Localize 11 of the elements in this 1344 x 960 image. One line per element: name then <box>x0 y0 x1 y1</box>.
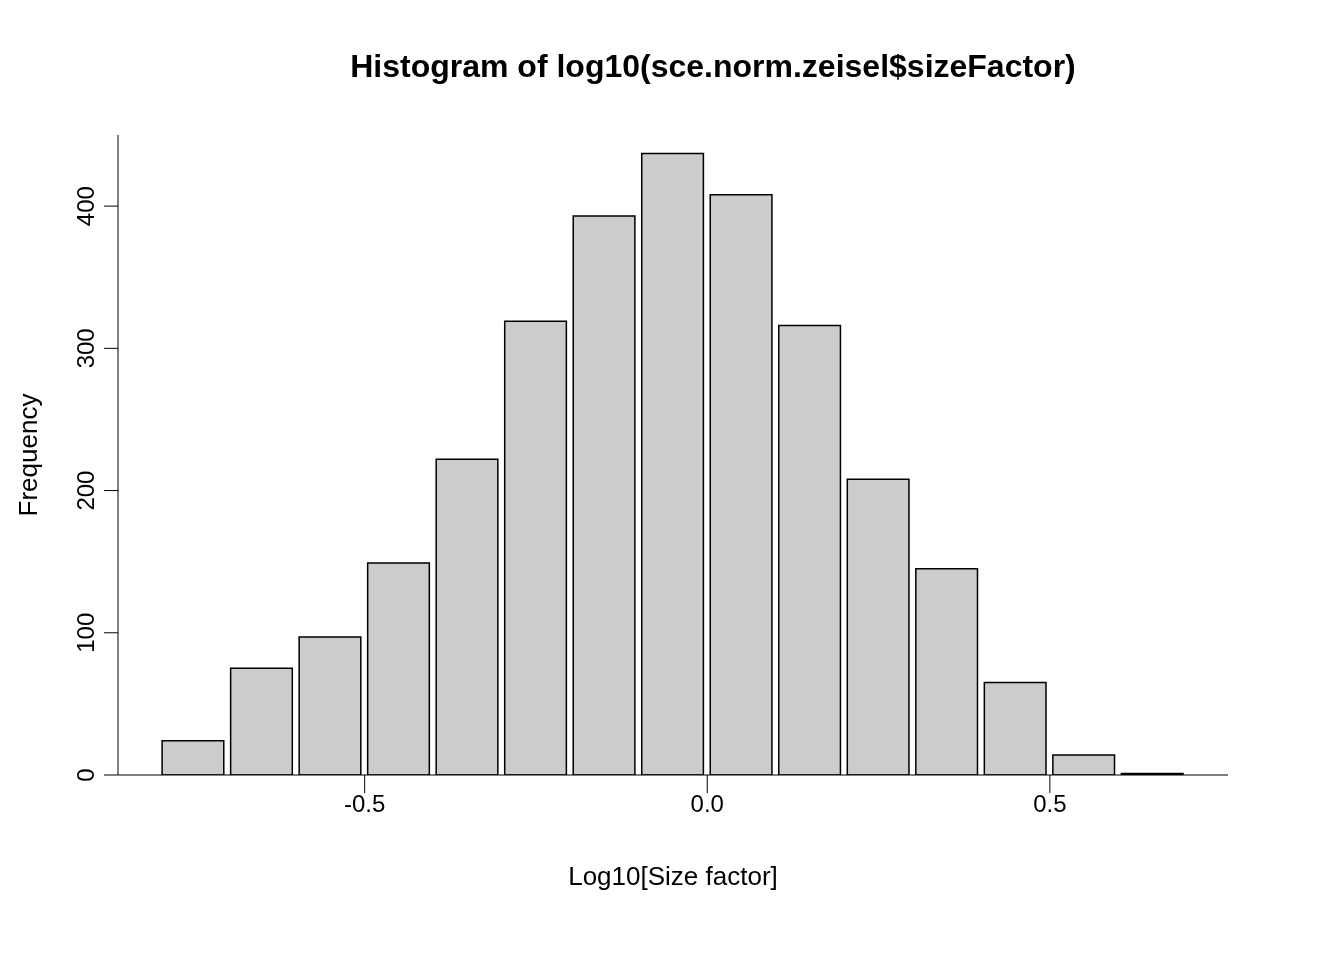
y-tick-label: 100 <box>72 612 99 653</box>
chart-title: Histogram of log10(sce.norm.zeisel$sizeFactor) <box>349 47 1077 86</box>
x-axis-title: Log10[Size factor] <box>568 861 778 891</box>
y-axis-title: Frequency <box>13 393 44 517</box>
y-tick-label: 200 <box>72 470 99 511</box>
x-tick-label: 0.5 <box>1033 790 1067 818</box>
y-tick-label: 300 <box>72 328 99 369</box>
y-tick-label: 0 <box>72 768 99 782</box>
y-tick-label: 400 <box>72 186 99 227</box>
x-tick-label: -0.5 <box>343 790 386 818</box>
x-tick-label: 0.0 <box>690 790 724 818</box>
